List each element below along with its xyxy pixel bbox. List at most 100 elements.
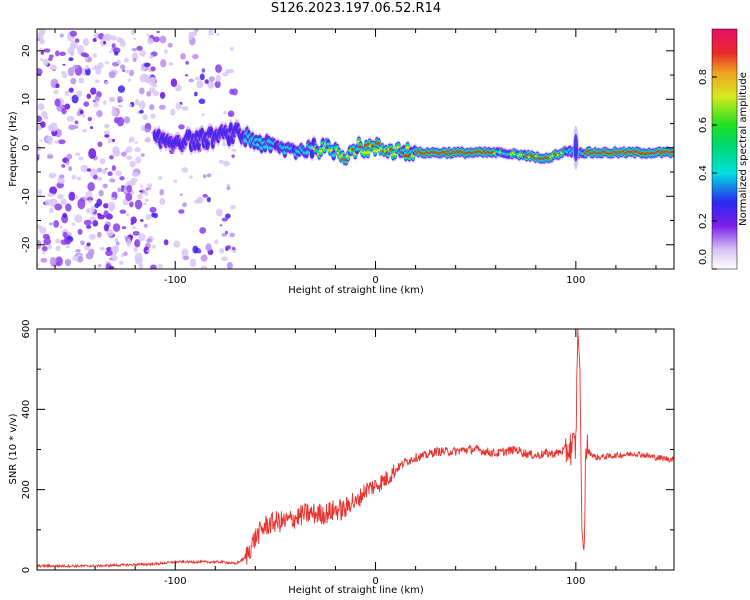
spectrogram-noise-blob (140, 184, 144, 188)
spectrogram-noise-blob (196, 80, 204, 89)
spectrogram-noise-blob (123, 251, 128, 257)
spectrogram-noise-blob (77, 198, 86, 210)
spectrogram-noise-blob (148, 77, 156, 87)
spectrogram-noise-blob (125, 192, 133, 202)
snr-y-axis-label: SNR (10 * v/v) (8, 413, 19, 484)
spectrogram-noise-blob (82, 129, 88, 133)
spectrogram-noise-blob (173, 179, 178, 183)
spectrogram-noise-blob (109, 178, 116, 183)
spectrogram-noise-blob (98, 264, 102, 268)
spectrogram-noise-blob (97, 167, 103, 173)
spectrogram-noise-blob (117, 85, 126, 93)
spectrogram-noise-blob (200, 265, 208, 269)
spectrogram-noise-blob (62, 63, 66, 66)
spectrogram-noise-blob (101, 168, 107, 175)
spectrogram-noise-blob (106, 229, 114, 237)
spectrogram-noise-blob (47, 155, 54, 159)
spectrogram-noise-blob (87, 116, 92, 122)
spectrogram-noise-blob (132, 182, 136, 186)
spectrogram-noise-blob (207, 80, 215, 89)
spectrogram-noise-blob (182, 202, 187, 208)
spectrogram-noise-blob (192, 245, 199, 254)
spectrogram-noise-blob (148, 187, 152, 190)
spectrogram-noise-blob (54, 203, 63, 211)
spectrogram-noise-blob (230, 46, 234, 51)
spectrogram-noise-blob (159, 188, 165, 196)
spectrogram-noise-blob (144, 62, 151, 68)
spectrogram-noise-blob (54, 140, 59, 144)
spectrogram-noise-blob (104, 123, 110, 129)
spectrogram-noise-blob (224, 213, 231, 219)
spectrogram-noise-blob (58, 139, 66, 145)
spectrogram-noise-blob (94, 203, 100, 209)
snr-x-tick-label: 0 (372, 576, 378, 587)
spectrogram-noise-blob (146, 249, 151, 253)
spectrogram-noise-blob (134, 252, 143, 262)
spectrogram-noise-blob (104, 33, 113, 42)
spectrogram-noise-blob (84, 56, 89, 61)
spectrogram-noise-blob (82, 38, 90, 46)
spectrogram-noise-blob (37, 32, 44, 41)
spectrogram-noise-blob (40, 51, 45, 55)
spectrogram-noise-blob (146, 33, 150, 37)
spectrogram-noise-blob (158, 104, 166, 110)
spectrogram-noise-blob (88, 199, 92, 204)
spectrogram-noise-blob (112, 149, 121, 157)
spectrogram-y-tick-label: 0 (21, 145, 32, 151)
spectrogram-noise-blob (221, 217, 228, 222)
spectrogram-noise-blob (129, 201, 134, 208)
spectrogram-noise-blob (37, 263, 40, 267)
spectrogram-noise-blob (77, 228, 83, 235)
spectrogram-noise-blob (55, 238, 61, 244)
spectrogram-noise-blob (90, 87, 97, 95)
spectrogram-noise-blob (121, 185, 125, 188)
spectrogram-noise-blob (136, 45, 143, 51)
spectrogram-noise-blob (112, 223, 121, 232)
spectrogram-noise-blob (49, 222, 53, 226)
spectrogram-noise-blob (188, 78, 195, 83)
spectrogram-noise-blob (135, 100, 139, 106)
spectrogram-noise-blob (133, 37, 137, 40)
spectrogram-noise-blob (68, 87, 74, 93)
spectrogram-noise-blob (223, 110, 227, 115)
spectrogram-ridge-cell (670, 150, 674, 154)
spectrogram-noise-blob (37, 189, 43, 196)
spectrogram-noise-blob (70, 77, 77, 85)
spectrogram-noise-blob (109, 155, 114, 160)
spectrogram-noise-blob (134, 147, 141, 153)
snr-x-tick-label: 100 (566, 576, 585, 587)
spectrogram-noise-blob (199, 227, 207, 234)
spectrogram-x-tick-label: 100 (566, 275, 585, 286)
spectrogram-noise-blob (131, 47, 137, 52)
spectrogram-noise-blob (40, 121, 46, 128)
spectrogram-noise-blob (144, 191, 149, 197)
spectrogram-noise-blob (108, 265, 115, 269)
spectrogram-noise-blob (76, 90, 82, 98)
spectrogram-noise-blob (66, 115, 75, 122)
spectrogram-ridge-cell (403, 154, 409, 158)
spectrogram-noise-blob (119, 40, 126, 48)
spectrogram-noise-blob (189, 258, 197, 268)
spectrogram-noise-blob (173, 240, 181, 248)
spectrogram-ridge-cell (187, 132, 192, 139)
spectrogram-noise-blob (198, 98, 206, 105)
spectrogram-noise-blob (126, 239, 132, 247)
colorbar-label: Normalized spectral amplitude (738, 72, 749, 226)
spectrogram-x-axis-label: Height of straight line (km) (288, 285, 424, 296)
spectrogram-noise-blob (125, 70, 131, 74)
spectrogram-noise-blob (79, 109, 84, 115)
spectrogram-noise-blob (95, 67, 102, 75)
spectrogram-noise-blob (143, 223, 148, 228)
spectrogram-noise-blob (180, 53, 186, 60)
spectrogram-noise-blob (64, 103, 71, 110)
spectrogram-noise-blob (37, 103, 45, 111)
spectrogram-noise-blob (56, 194, 64, 200)
spectrogram-noise-blob (202, 174, 207, 179)
spectrogram-noise-blob (139, 190, 143, 193)
spectrogram-noise-blob (152, 90, 160, 97)
spectrogram-noise-blob (225, 69, 231, 74)
colorbar-tick-label: 0.8 (698, 69, 709, 85)
spectrogram-noise-blob (140, 66, 146, 71)
spectrogram-noise-blob (201, 113, 205, 117)
